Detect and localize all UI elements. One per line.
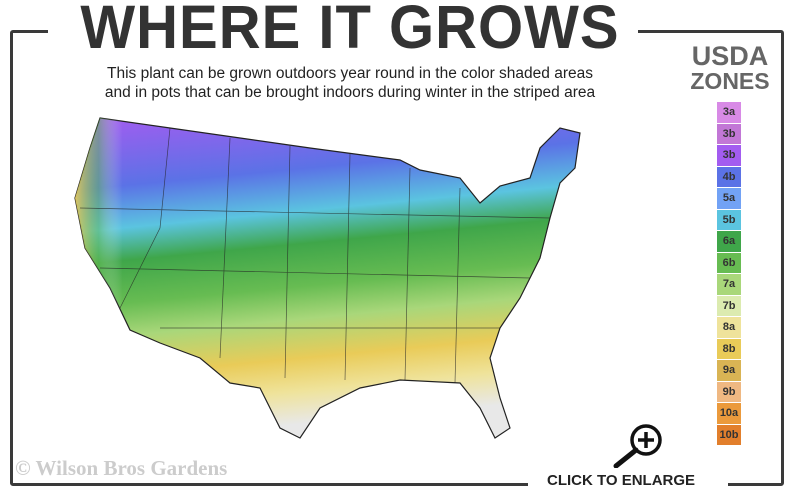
legend-zone-9a: 9a xyxy=(717,360,741,381)
legend-zone-7a: 7a xyxy=(717,274,741,295)
copyright: © Wilson Bros Gardens xyxy=(15,456,228,480)
legend-zone-10a: 10a xyxy=(717,403,741,424)
subtitle-line: and in pots that can be brought indoors … xyxy=(104,84,596,101)
legend-zone-3b: 3b xyxy=(717,145,741,166)
legend-zone-6a: 6a xyxy=(717,231,741,252)
legend-zone-3b: 3b xyxy=(717,123,741,144)
legend-zone-7b: 7b xyxy=(717,295,741,316)
legend-title: USDA ZONES xyxy=(680,41,780,94)
legend-zone-8b: 8b xyxy=(717,338,741,359)
legend-zone-6b: 6b xyxy=(717,252,741,273)
legend-zone-8a: 8a xyxy=(717,317,741,338)
legend-zone-5a: 5a xyxy=(717,188,741,209)
subtitle: This plant can be grown outdoors year ro… xyxy=(40,64,660,102)
legend-zone-4b: 4b xyxy=(717,166,741,187)
legend-zone-10b: 10b xyxy=(717,424,741,445)
usda-zone-map[interactable] xyxy=(60,108,650,448)
page-title: WHERE IT GROWS xyxy=(80,0,620,62)
legend-zone-9b: 9b xyxy=(717,381,741,402)
legend-zone-3a: 3a xyxy=(717,102,741,123)
legend-title-line: ZONES xyxy=(690,68,770,94)
subtitle-line: This plant can be grown outdoors year ro… xyxy=(107,65,593,82)
frame-gap xyxy=(48,22,638,38)
zone-legend: 3a 3b 3b 4b 5a 5b 6a 6b 7a 7b 8a 8b 9a 9b 10a 10b xyxy=(717,102,741,446)
legend-zone-5b: 5b xyxy=(717,209,741,230)
click-to-enlarge-button[interactable]: CLICK TO ENLARGE xyxy=(547,472,696,489)
legend-title-line: USDA xyxy=(691,41,769,71)
magnifier-plus-icon[interactable] xyxy=(608,422,668,468)
frame-gap xyxy=(528,478,728,494)
